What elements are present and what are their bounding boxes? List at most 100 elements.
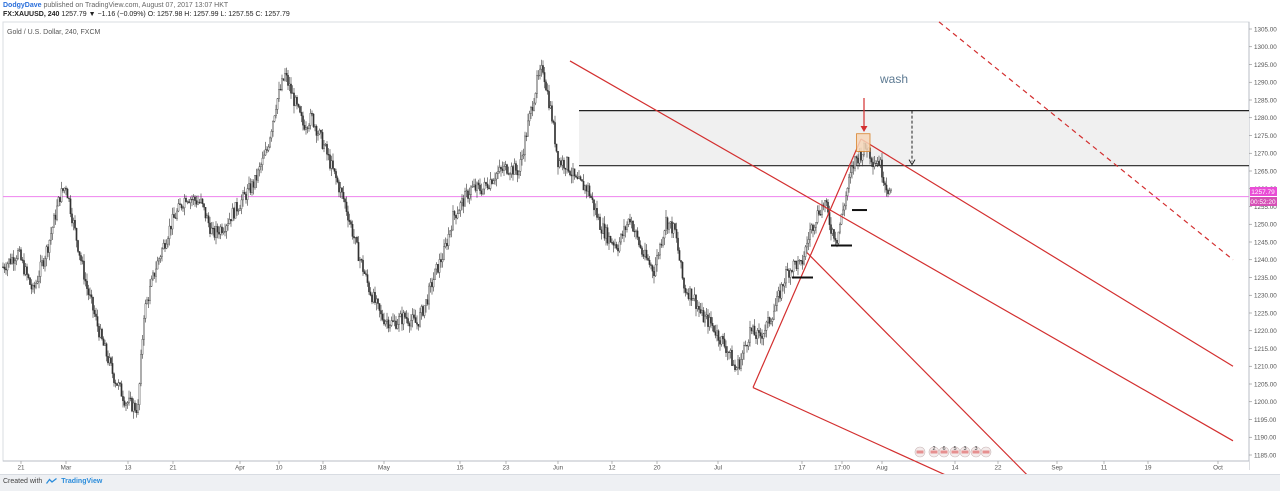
wash-annotation[interactable]: wash: [879, 72, 908, 86]
candle-body-343: [516, 170, 519, 176]
candle-body-163: [246, 188, 249, 200]
time-tick-label-21: 19: [1144, 465, 1152, 472]
candle-body-449: [675, 229, 678, 239]
candle-body-11: [18, 249, 21, 251]
candle-body-318: [479, 184, 481, 191]
candle-body-542: [815, 222, 817, 228]
candle-body-402: [605, 227, 607, 239]
channel-upper-line: [569, 60, 1234, 442]
candle-body-359: [540, 65, 543, 70]
candle-body-142: [215, 226, 217, 238]
candle-body-154: [233, 208, 235, 219]
candle-body-396: [596, 208, 598, 218]
candle-body-176: [266, 149, 268, 151]
candle-body-472: [710, 317, 712, 324]
candle-body-557: [837, 231, 840, 244]
candle-body-164: [248, 183, 250, 189]
price-chart[interactable]: 1305.00 1300.00 1295.00 1290.00 1285.00 1280.…: [0, 0, 1280, 474]
candle-body-118: [179, 203, 181, 205]
candle-body-177: [267, 146, 270, 151]
event-flag-count-0: 2: [932, 446, 935, 452]
candle-body-257: [387, 319, 390, 329]
candle-body-103: [156, 260, 159, 270]
candle-body-346: [521, 155, 523, 160]
price-tick-label-15: 1230.00: [1254, 293, 1277, 300]
candle-body-465: [699, 309, 702, 314]
candle-body-148: [224, 231, 226, 233]
candle-body-317: [477, 182, 480, 186]
price-axis[interactable]: [1249, 22, 1280, 461]
candle-body-108: [164, 243, 166, 249]
candle-body-213: [321, 132, 324, 149]
candle-body-193: [291, 92, 294, 94]
time-tick-label-3: 21: [169, 465, 177, 472]
candle-body-281: [423, 305, 426, 316]
candle-body-42: [65, 187, 67, 190]
candle-body-217: [327, 154, 330, 156]
candle-body-477: [717, 330, 720, 341]
candle-body-60: [92, 296, 94, 311]
candle-body-56: [86, 280, 88, 289]
candle-body-279: [420, 306, 423, 313]
candle-body-321: [483, 182, 486, 190]
candle-body-378: [569, 171, 571, 175]
candle-body-112: [170, 225, 172, 230]
candle-body-452: [680, 260, 682, 263]
candle-body-468: [704, 315, 706, 323]
candle-body-19: [30, 284, 33, 290]
candle-body-89: [135, 410, 138, 414]
candle-body-35: [54, 214, 57, 220]
candle-body-566: [851, 166, 853, 173]
candle-body-152: [230, 219, 232, 222]
price-tick-label-22: 1195.00: [1254, 417, 1277, 424]
candle-body-514: [773, 310, 775, 320]
candle-body-549: [825, 200, 828, 203]
candle-body-48: [74, 220, 76, 229]
author-name[interactable]: DodgyDave: [3, 2, 42, 9]
candle-body-431: [648, 259, 651, 265]
candle-body-382: [575, 175, 577, 178]
candle-body-494: [743, 345, 745, 354]
candle-body-267: [402, 312, 405, 325]
candle-body-283: [426, 299, 429, 305]
candle-body-501: [753, 325, 756, 336]
candle-body-169: [255, 175, 258, 181]
channel-mid-line: [806, 252, 1028, 474]
candle-body-471: [708, 317, 711, 327]
resistance-zone[interactable]: [3, 110, 1249, 198]
candle-body-341: [513, 163, 516, 175]
candle-body-375: [564, 168, 567, 170]
candle-body-41: [63, 187, 66, 191]
candle-body-376: [566, 157, 568, 170]
candle-body-357: [537, 74, 540, 77]
tradingview-brand[interactable]: TradingView: [61, 478, 103, 485]
candle-body-585: [879, 159, 882, 166]
plot-area[interactable]: [2, 21, 1250, 462]
candle-body-174: [263, 154, 265, 159]
candle-body-67: [102, 338, 105, 346]
time-tick-label-19: Sep: [1051, 465, 1063, 472]
candle-body-454: [683, 277, 685, 289]
drawings[interactable]: [569, 21, 1234, 474]
candle-body-393: [591, 197, 594, 200]
candle-body-515: [774, 305, 777, 312]
event-flags[interactable]: 2 6 5 3 3: [914, 446, 992, 458]
time-tick-label-7: May: [378, 465, 391, 472]
candle-body-522: [785, 269, 787, 284]
candle-body-92: [140, 354, 142, 384]
candle-body-351: [528, 113, 531, 122]
candle-body-80: [122, 396, 124, 402]
candle-body-291: [438, 259, 441, 273]
candle-body-356: [536, 75, 538, 94]
candle-body-251: [378, 303, 381, 311]
candle-body-466: [701, 310, 703, 314]
time-axis[interactable]: [3, 461, 1249, 473]
candle-body-324: [488, 187, 490, 189]
candle-body-124: [188, 201, 190, 203]
candle-body-78: [119, 382, 121, 384]
time-ticks: 21 Mar 13 21 Apr 10 18 May 15 23 Jun 12 20 Jul 17 17:00…: [17, 461, 1223, 472]
candle-body-232: [350, 221, 352, 225]
candle-body-548: [824, 200, 826, 208]
candle-body-559: [840, 213, 843, 225]
candle-body-72: [110, 357, 112, 364]
